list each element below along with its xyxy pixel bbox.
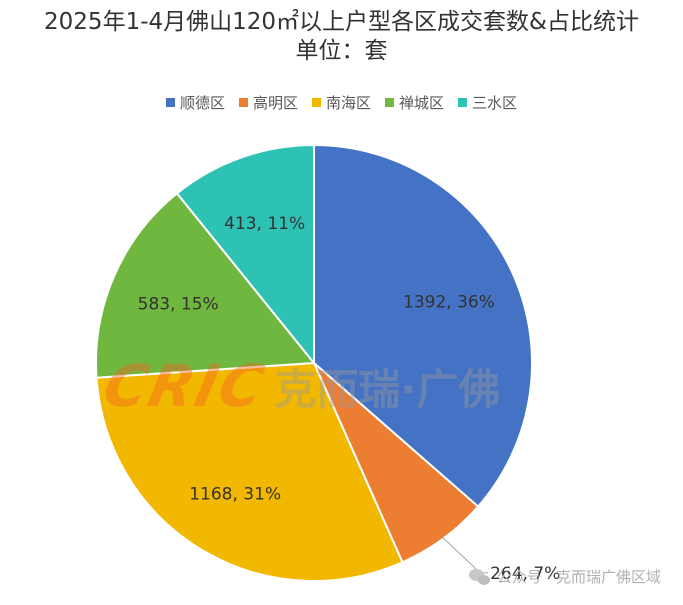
legend-item-sanshui[interactable]: 三水区 — [458, 92, 517, 113]
legend-item-gaoming[interactable]: 高明区 — [238, 92, 298, 113]
legend-label: 顺德区 — [179, 94, 225, 112]
pie-slice-nanhai[interactable] — [95, 361, 404, 582]
pie-slice-sanshui[interactable] — [175, 143, 315, 366]
legend-label: 南海区 — [325, 94, 371, 112]
data-label-sanshui: 413, 11% — [224, 214, 305, 234]
footer-source: 公众号 · 克而瑞广佛区域 — [468, 566, 661, 587]
legend-swatch — [238, 98, 248, 107]
legend-label: 三水区 — [472, 94, 518, 112]
legend-label: 高明区 — [252, 94, 298, 112]
legend-swatch — [385, 98, 394, 107]
pie-slice-shunde[interactable] — [313, 143, 533, 508]
wechat-icon — [468, 568, 491, 586]
legend-swatch — [165, 98, 175, 107]
legend-swatch — [458, 98, 468, 107]
legend-item-shunde[interactable]: 顺德区 — [165, 92, 225, 113]
pie-slice-chancheng[interactable] — [95, 191, 316, 379]
footer-text: 公众号 · 克而瑞广佛区域 — [496, 568, 661, 586]
chart-title: 2025年1-4月佛山120㎡以上户型各区成交套数&占比统计 单位：套 — [0, 8, 683, 66]
legend-item-chancheng[interactable]: 禅城区 — [385, 92, 444, 113]
legend-swatch — [311, 98, 321, 107]
data-label-shunde: 1392, 36% — [403, 293, 495, 313]
data-label-chancheng: 583, 15% — [138, 295, 219, 315]
chart-title-line2: 单位：套 — [295, 38, 388, 64]
legend-label: 禅城区 — [399, 94, 445, 112]
chart-title-line1: 2025年1-4月佛山120㎡以上户型各区成交套数&占比统计 — [44, 9, 639, 35]
data-label-gaoming: 264, 7% — [490, 564, 560, 584]
legend: 顺德区 高明区 南海区 禅城区 三水区 — [0, 92, 683, 113]
legend-item-nanhai[interactable]: 南海区 — [311, 92, 371, 113]
data-label-nanhai: 1168, 31% — [189, 485, 281, 505]
